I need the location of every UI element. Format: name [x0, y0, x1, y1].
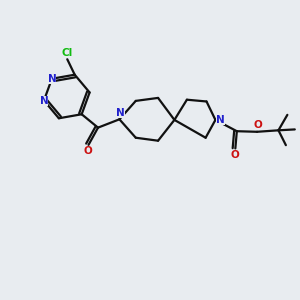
Text: Cl: Cl [61, 48, 72, 58]
Text: N: N [116, 108, 125, 118]
Text: N: N [216, 115, 225, 125]
Text: N: N [47, 74, 56, 84]
Text: O: O [83, 146, 92, 156]
Text: O: O [231, 150, 240, 160]
Text: N: N [40, 95, 48, 106]
Text: O: O [253, 120, 262, 130]
